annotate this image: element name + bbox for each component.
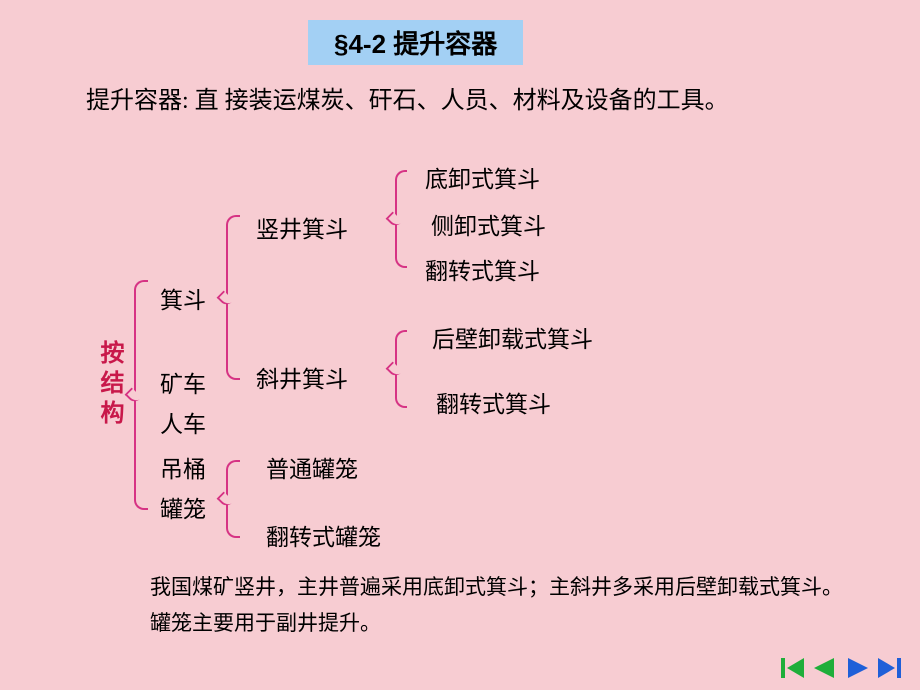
- node-guanlong: 罐笼: [160, 490, 206, 524]
- node-shujing-jidou: 竖井箕斗: [256, 210, 348, 244]
- nav-last-icon[interactable]: [876, 656, 902, 680]
- node-houbi: 后壁卸载式箕斗: [432, 320, 593, 354]
- nav-first-icon[interactable]: [780, 656, 806, 680]
- node-kuangche: 矿车: [160, 365, 206, 399]
- nav-buttons: [780, 656, 902, 680]
- node-putong-guanlong: 普通罐笼: [266, 450, 358, 484]
- tree-root-text: 按结构: [96, 340, 123, 430]
- section-title-box: §4-2 提升容器: [308, 20, 523, 65]
- node-fanzhuan1: 翻转式箕斗: [425, 252, 540, 286]
- node-fanzhuan2: 翻转式箕斗: [436, 385, 551, 419]
- bracket-xiejing: [395, 330, 407, 408]
- nav-next-icon[interactable]: [844, 656, 870, 680]
- node-dixie: 底卸式箕斗: [425, 160, 540, 194]
- node-renche: 人车: [160, 405, 206, 439]
- tree-root-label: 按结构: [92, 340, 127, 430]
- section-title: §4-2 提升容器: [334, 29, 497, 59]
- bracket-root: [134, 280, 148, 510]
- node-fanzhuan-guanlong: 翻转式罐笼: [266, 518, 381, 552]
- summary-text: 我国煤矿竖井，主井普遍采用底卸式箕斗；主斜井多采用后壁卸载式箕斗。罐笼主要用于副…: [150, 575, 843, 635]
- definition-paragraph: 提升容器: 直 接装运煤炭、矸石、人员、材料及设备的工具。: [86, 82, 846, 120]
- node-xiejing-jidou: 斜井箕斗: [256, 360, 348, 394]
- nav-prev-icon[interactable]: [812, 656, 838, 680]
- node-cexie: 侧卸式箕斗: [431, 207, 546, 241]
- node-diaotong: 吊桶: [160, 450, 206, 484]
- node-jidou: 箕斗: [160, 281, 206, 315]
- bracket-shujing: [395, 170, 407, 268]
- bracket-jidou: [226, 215, 240, 380]
- summary-paragraph: 我国煤矿竖井，主井普遍采用底卸式箕斗；主斜井多采用后壁卸载式箕斗。罐笼主要用于副…: [150, 570, 850, 641]
- bracket-guanlong: [226, 460, 240, 538]
- definition-text: 提升容器: 直 接装运煤炭、矸石、人员、材料及设备的工具。: [86, 88, 729, 114]
